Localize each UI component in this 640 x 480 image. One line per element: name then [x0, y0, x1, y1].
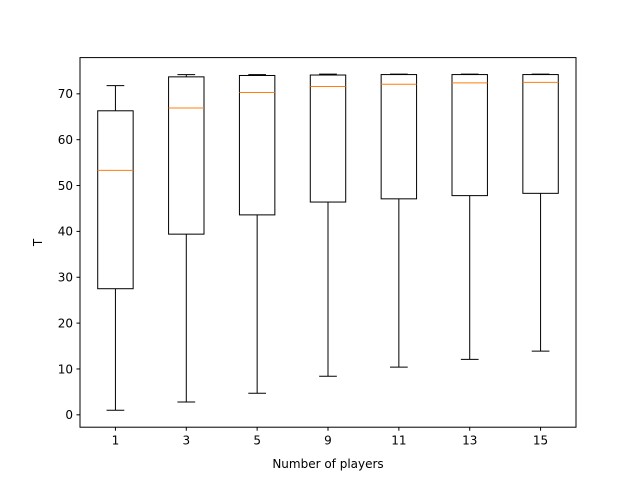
y-axis: 0 10 20 30 40 50 60 70 [58, 87, 80, 422]
box-group-1 [97, 85, 134, 411]
x-axis: 1 3 5 9 11 13 15 [112, 427, 548, 448]
y-axis-label: T [31, 238, 45, 247]
y-tick-label-70: 70 [58, 87, 73, 101]
x-tick-label-3: 3 [182, 434, 190, 448]
x-tick-label-9: 9 [324, 434, 332, 448]
box-group-9 [309, 73, 347, 377]
plot-area [97, 73, 559, 411]
y-tick-label-50: 50 [58, 179, 73, 193]
y-tick-label-30: 30 [58, 271, 73, 285]
box-5 [238, 74, 276, 216]
x-tick-label-5: 5 [253, 434, 261, 448]
y-tick-label-40: 40 [58, 225, 73, 239]
box-group-3 [168, 74, 205, 403]
box-group-15 [522, 73, 559, 352]
y-tick-label-0: 0 [65, 408, 73, 422]
box-group-5 [238, 74, 276, 394]
x-axis-label: Number of players [272, 457, 383, 471]
box-group-11 [380, 73, 418, 368]
y-tick-label-60: 60 [58, 133, 73, 147]
box-9 [309, 74, 347, 203]
y-tick-label-10: 10 [58, 362, 73, 376]
x-tick-label-15: 15 [533, 434, 548, 448]
box-11 [380, 74, 418, 200]
x-tick-label-11: 11 [391, 434, 406, 448]
box-3 [168, 76, 205, 235]
y-tick-label-20: 20 [58, 316, 73, 330]
box-group-13 [451, 73, 488, 360]
x-tick-label-1: 1 [112, 434, 120, 448]
x-tick-label-13: 13 [462, 434, 477, 448]
box-13 [451, 74, 488, 197]
box-15 [522, 74, 559, 194]
box-1 [97, 110, 134, 290]
